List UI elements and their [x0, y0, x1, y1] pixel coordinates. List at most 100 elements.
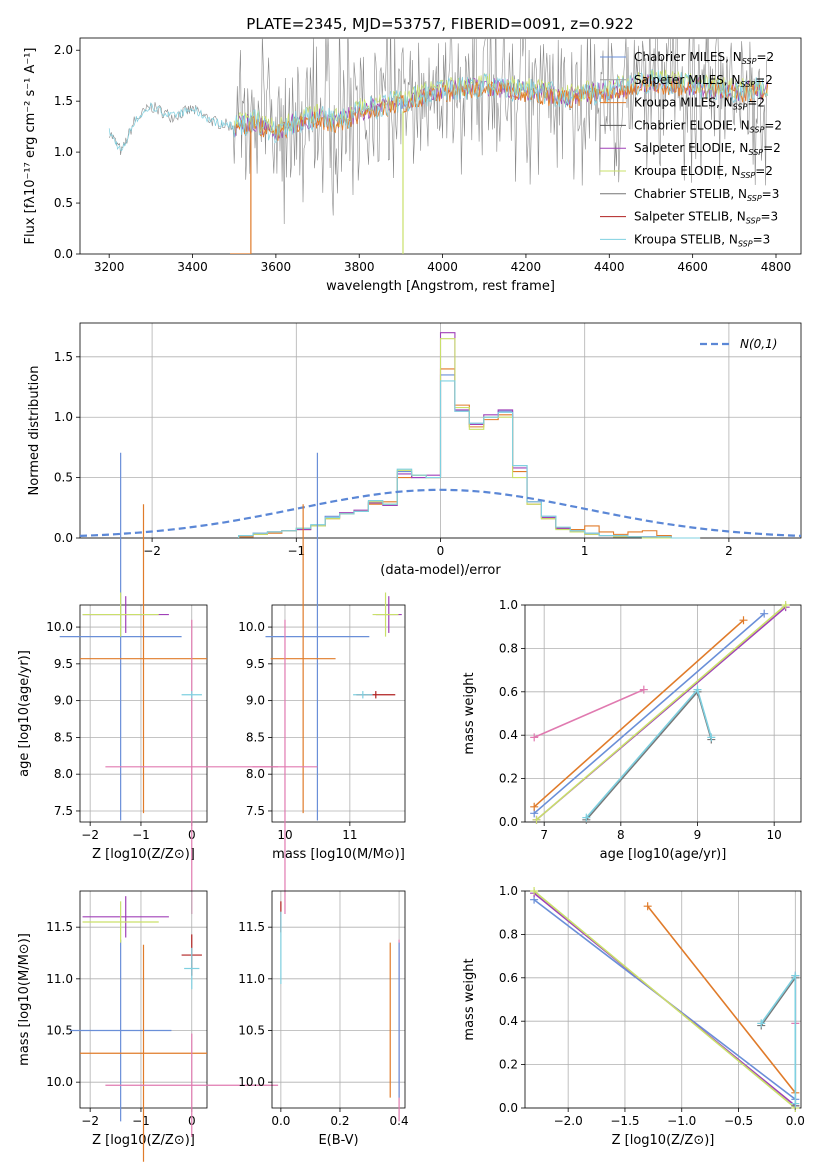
y-axis-label: Normed distribution [27, 366, 42, 496]
x-tick-label: 0.2 [330, 1114, 349, 1128]
weight-line [533, 688, 645, 739]
legend-label: Kroupa ELODIE, NSSP=2 [634, 164, 773, 180]
y-tick-label: 8.0 [54, 767, 73, 781]
x-tick-label: 3800 [344, 260, 375, 274]
weight-marker [530, 733, 539, 742]
x-axis-label: wavelength [Angstrom, rest frame] [326, 279, 555, 294]
x-tick-label: 4000 [427, 260, 458, 274]
x-axis-label: Z [log10(Z/Z⊙)] [92, 847, 195, 862]
y-tick-label: 1.0 [54, 145, 73, 159]
y-tick-label: 0.0 [499, 815, 518, 829]
y-tick-label: 10.0 [238, 1075, 265, 1089]
y-tick-label: 11.5 [46, 920, 73, 934]
y-tick-label: 0.4 [499, 728, 518, 742]
y-tick-label: 9.5 [54, 657, 73, 671]
x-axis-label: mass [log10(M/M⊙)] [272, 847, 405, 862]
x-tick-label: 4400 [594, 260, 625, 274]
y-tick-label: 9.0 [246, 694, 265, 708]
axes-frame [271, 890, 406, 1109]
weight-marker [530, 887, 539, 895]
x-tick-label: −1.0 [667, 1114, 696, 1128]
x-tick-label: 11 [342, 828, 357, 842]
weight-marker [693, 685, 702, 694]
x-tick-label: 8 [617, 828, 625, 842]
normal-curve [79, 488, 802, 537]
legend-label: Chabrier MILES, NSSP=2 [634, 50, 774, 66]
histogram-series [238, 380, 701, 539]
x-tick-label: −2 [81, 1114, 99, 1128]
x-tick-label: −2 [143, 544, 161, 558]
weight-marker [791, 971, 800, 980]
weight-marker [530, 802, 539, 811]
y-tick-label: 0.0 [54, 247, 73, 261]
legend-label: N(0,1) [740, 337, 777, 351]
legend-label: Chabrier ELODIE, NSSP=2 [634, 118, 782, 134]
y-tick-label: 8.5 [54, 730, 73, 744]
axes-frame [271, 604, 406, 823]
x-tick-label: −1 [132, 1114, 150, 1128]
weight-marker [760, 609, 769, 618]
y-tick-label: 0.4 [499, 1014, 518, 1028]
y-tick-label: 1.0 [54, 410, 73, 424]
data-spectrum-line [108, 38, 768, 225]
weight-marker [791, 1099, 800, 1108]
x-axis-label: E(B-V) [318, 1133, 358, 1148]
weight-line [533, 619, 745, 808]
y-axis-label: Flux [fλ10⁻¹⁷ erg cm⁻² s⁻¹ A⁻¹] [23, 48, 38, 245]
y-tick-label: 2.0 [54, 43, 73, 57]
y-tick-label: 0.0 [499, 1101, 518, 1115]
x-tick-label: 3400 [177, 260, 208, 274]
x-tick-label: 0 [437, 544, 445, 558]
x-tick-label: −1.5 [610, 1114, 639, 1128]
y-tick-label: 0.6 [499, 685, 518, 699]
y-tick-label: 0.5 [54, 196, 73, 210]
y-tick-label: 11.0 [238, 972, 265, 986]
y-tick-label: 0.5 [54, 471, 73, 485]
weight-line [535, 604, 787, 821]
histogram-series [238, 368, 701, 539]
model-line-kroupa-miles [233, 75, 769, 141]
weight-marker [757, 1019, 766, 1028]
legend-label: Chabrier STELIB, NSSP=3 [634, 187, 779, 203]
x-tick-label: 1 [581, 544, 589, 558]
y-tick-label: 1.0 [499, 598, 518, 612]
y-tick-label: 10.0 [46, 1075, 73, 1089]
y-tick-label: 10.0 [238, 620, 265, 634]
y-tick-label: 0.2 [499, 772, 518, 786]
y-tick-label: 11.5 [238, 920, 265, 934]
y-tick-label: 0.8 [499, 927, 518, 941]
x-tick-label: 4800 [761, 260, 792, 274]
figure-title: PLATE=2345, MJD=53757, FIBERID=0091, z=0… [246, 15, 633, 33]
weight-marker [781, 601, 790, 609]
histogram-series [238, 332, 701, 539]
y-tick-label: 9.5 [246, 657, 265, 671]
y-tick-label: 10.5 [46, 1024, 73, 1038]
x-tick-label: −1 [287, 544, 305, 558]
y-tick-label: 7.5 [54, 804, 73, 818]
model-line-salpeter-elodie [233, 72, 768, 140]
y-tick-label: 11.0 [46, 972, 73, 986]
legend-label: Salpeter MILES, NSSP=2 [634, 73, 773, 89]
legend-label: Kroupa MILES, NSSP=2 [634, 96, 765, 112]
weight-marker [739, 616, 748, 625]
y-axis-label: mass weight [462, 958, 477, 1040]
legend-label: Salpeter ELODIE, NSSP=2 [634, 141, 781, 157]
axes-frame [79, 37, 802, 255]
model-line-kroupa-stelib [108, 68, 769, 152]
y-tick-label: 10.5 [238, 1024, 265, 1038]
x-tick-label: −1 [132, 828, 150, 842]
y-tick-label: 0.8 [499, 641, 518, 655]
y-axis-label: age [log10(age/yr)] [17, 650, 32, 777]
histogram-series [238, 374, 701, 539]
weight-line [533, 613, 765, 814]
x-tick-label: −0.5 [724, 1114, 753, 1128]
axes-frame [79, 322, 802, 539]
x-tick-label: 0.0 [271, 1114, 290, 1128]
legend-label: Kroupa STELIB, NSSP=3 [634, 232, 770, 248]
y-tick-label: 1.5 [54, 350, 73, 364]
weight-marker [639, 685, 648, 694]
weight-line [533, 890, 796, 1109]
y-axis-label: mass weight [462, 672, 477, 754]
x-tick-label: −2.0 [554, 1114, 583, 1128]
y-tick-label: 0.2 [499, 1058, 518, 1072]
